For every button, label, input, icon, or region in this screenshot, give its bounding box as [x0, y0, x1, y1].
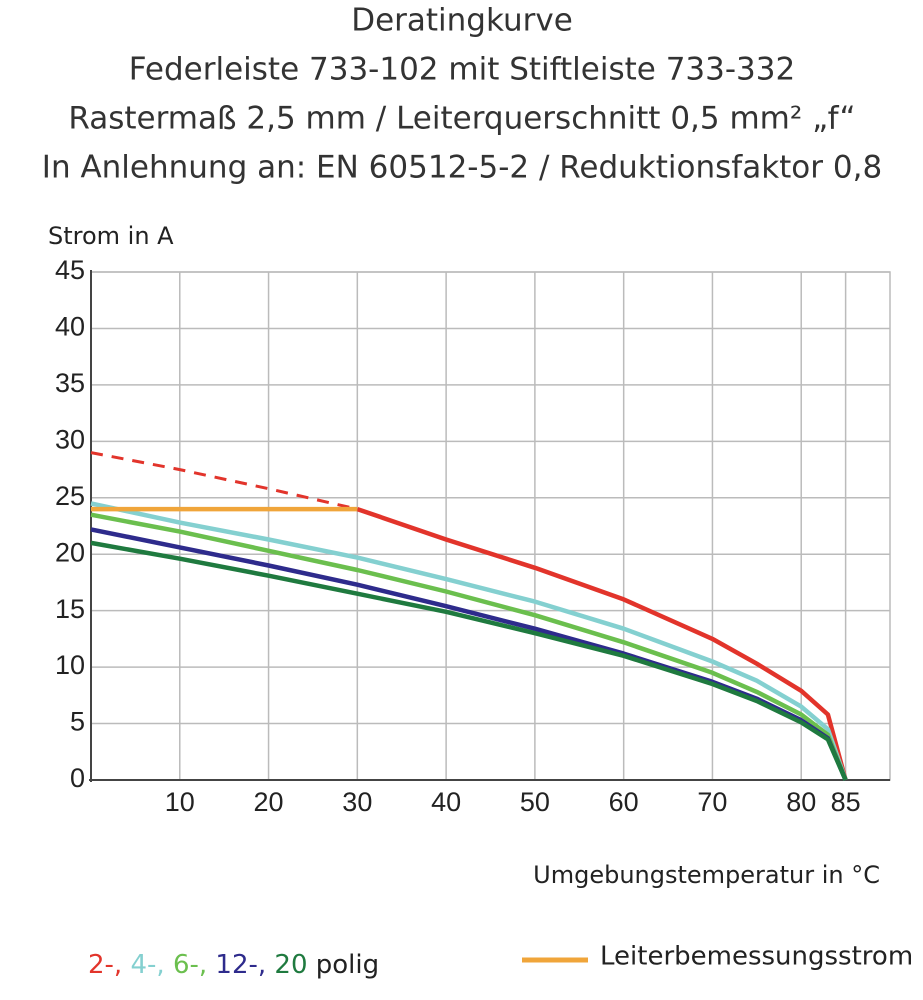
legend-suffix: polig — [316, 950, 379, 980]
chart-title: Federleiste 733-102 mit Stiftleiste 733-… — [129, 52, 795, 88]
y-tick-label: 15 — [55, 594, 85, 624]
y-tick-label: 35 — [55, 368, 85, 398]
series-line — [90, 501, 848, 781]
chart-title: In Anlehnung an: EN 60512-5-2 / Reduktio… — [42, 150, 882, 186]
x-tick-label: 30 — [342, 787, 372, 817]
dashed-line — [90, 451, 358, 511]
x-tick-label: 70 — [697, 787, 727, 817]
y-tick-label: 20 — [55, 537, 85, 567]
legend: 2-, 4-, 6-, 12-, 20 polig — [88, 950, 379, 980]
x-tick-label: 60 — [609, 787, 639, 817]
legend-entry: 6-, — [173, 950, 207, 980]
legend-entry: 4-, — [130, 950, 164, 980]
y-tick-label: 25 — [55, 481, 85, 511]
x-axis-label: Umgebungstemperatur in °C — [533, 861, 880, 889]
x-tick-label: 85 — [831, 787, 861, 817]
y-axis-label: Strom in A — [48, 222, 174, 250]
series-line — [356, 506, 848, 781]
chart-title: Rastermaß 2,5 mm / Leiterquerschnitt 0,5… — [68, 101, 855, 137]
x-tick-label: 40 — [431, 787, 461, 817]
x-tick-label: 10 — [165, 787, 195, 817]
legend-entry: Leiterbemessungsstrom — [600, 942, 913, 972]
series-line — [90, 540, 848, 781]
x-tick-label: 80 — [786, 787, 816, 817]
y-tick-label: 0 — [70, 763, 85, 793]
y-tick-label: 40 — [55, 312, 85, 342]
chart-title: Deratingkurve — [351, 3, 573, 39]
legend-entry: 20 — [274, 950, 307, 980]
series-line — [90, 512, 848, 781]
y-tick-label: 5 — [70, 707, 85, 737]
legend-entry: 12-, — [215, 950, 266, 980]
x-tick-label: 20 — [254, 787, 284, 817]
y-tick-label: 10 — [55, 650, 85, 680]
series-line — [90, 527, 848, 781]
legend-entry: 2-, — [88, 950, 122, 980]
y-tick-label: 30 — [55, 424, 85, 454]
y-tick-label: 45 — [55, 255, 85, 285]
x-tick-label: 50 — [520, 787, 550, 817]
